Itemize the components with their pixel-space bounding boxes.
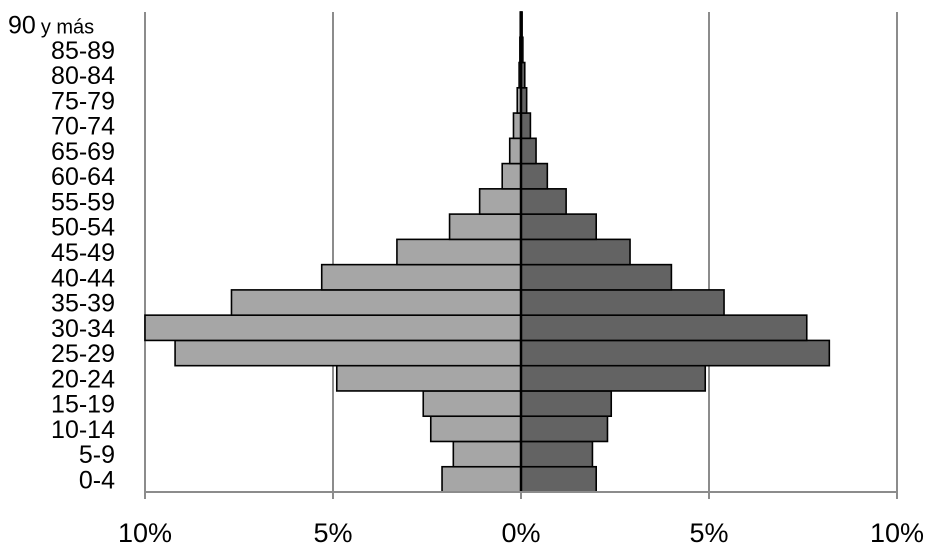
bar-right-10-14 — [520, 415, 609, 443]
bar-right-60-64 — [520, 162, 549, 190]
y-label-30-34: 30-34 — [51, 315, 115, 343]
bar-left-15-19 — [422, 390, 522, 418]
axes — [144, 12, 898, 499]
x-label-2: 0% — [501, 518, 540, 548]
y-label-60-64: 60-64 — [51, 163, 115, 191]
y-label-35-39: 35-39 — [51, 290, 115, 318]
y-label-45-49: 45-49 — [51, 239, 115, 267]
bar-left-20-24 — [335, 364, 522, 392]
x-label-3: 5% — [689, 518, 728, 548]
y-label-10-14: 10-14 — [51, 416, 115, 444]
y-label-25-29: 25-29 — [51, 340, 115, 368]
x-label-0: 10% — [118, 518, 172, 548]
y-label-top: 90 y más — [8, 12, 94, 40]
bar-right-0-4 — [520, 465, 597, 493]
bar-left-50-54 — [448, 213, 522, 241]
y-label-40-44: 40-44 — [51, 264, 115, 292]
y-label-15-19: 15-19 — [51, 391, 115, 419]
y-label-70-74: 70-74 — [51, 113, 115, 141]
bar-right-5-9 — [520, 440, 594, 468]
bar-left-65-69 — [508, 137, 522, 165]
bar-left-25-29 — [174, 339, 522, 367]
bar-left-30-34 — [144, 314, 522, 342]
y-label-80-84: 80-84 — [51, 62, 115, 90]
bar-left-55-59 — [478, 188, 522, 215]
bar-right-45-49 — [520, 238, 631, 266]
y-axis-labels: 0-45-910-1415-1920-2425-2930-3435-3940-4… — [8, 12, 115, 495]
bar-right-50-54 — [520, 213, 597, 241]
bar-right-40-44 — [520, 263, 673, 291]
y-label-55-59: 55-59 — [51, 188, 115, 216]
x-label-4: 10% — [870, 518, 924, 548]
bar-right-35-39 — [520, 289, 725, 316]
bar-left-10-14 — [429, 415, 522, 443]
y-label-20-24: 20-24 — [51, 365, 115, 393]
bar-right-25-29 — [520, 339, 831, 367]
bar-right-70-74 — [520, 112, 532, 140]
bar-left-35-39 — [230, 289, 522, 316]
x-label-1: 5% — [313, 518, 352, 548]
bar-left-45-49 — [396, 238, 522, 266]
gridlines — [144, 12, 898, 492]
y-label-top-rest: y más — [41, 17, 94, 39]
y-label-top-number: 90 — [8, 12, 36, 40]
bar-right-65-69 — [520, 137, 537, 165]
y-label-85-89: 85-89 — [51, 37, 115, 65]
bar-left-0-4 — [441, 465, 522, 493]
bar-left-60-64 — [501, 162, 522, 190]
y-label-0-4: 0-4 — [79, 466, 115, 494]
bar-right-55-59 — [520, 188, 567, 215]
x-axis-labels: 10% 5% 0% 5% 10% — [118, 518, 924, 548]
bar-right-20-24 — [520, 364, 707, 392]
y-label-5-9: 5-9 — [79, 441, 115, 469]
y-label-75-79: 75-79 — [51, 87, 115, 115]
bar-left-5-9 — [452, 440, 522, 468]
bar-right-15-19 — [520, 390, 613, 418]
bar-right-30-34 — [520, 314, 808, 342]
bar-left-40-44 — [320, 263, 522, 291]
bars — [144, 11, 831, 493]
y-label-50-54: 50-54 — [51, 214, 115, 242]
y-label-65-69: 65-69 — [51, 138, 115, 166]
